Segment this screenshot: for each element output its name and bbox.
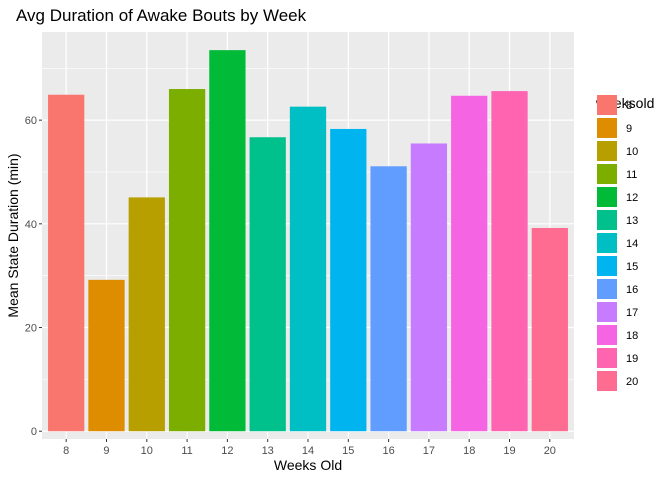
- bar-20: [531, 227, 568, 432]
- x-tick-label: 12: [221, 445, 233, 457]
- legend-label: 13: [626, 215, 638, 227]
- x-axis: 8 9 10 11 12 13 14 15 16 17 18 19 20: [63, 439, 556, 457]
- y-tick-label: 0: [31, 426, 37, 438]
- bar-14: [289, 106, 327, 432]
- bar-8: [48, 94, 85, 432]
- x-tick-label: 19: [503, 445, 515, 457]
- y-tick-label: 40: [25, 219, 37, 231]
- x-tick-label: 18: [463, 445, 475, 457]
- legend-label: 12: [626, 192, 638, 204]
- legend-key-19: [597, 348, 617, 368]
- legend-items: 8 9 10 11 12 13 14 15 16 17 18 19 20: [597, 95, 638, 391]
- legend-key-13: [597, 210, 617, 230]
- legend-label: 9: [626, 123, 632, 135]
- legend-label: 11: [626, 169, 637, 181]
- y-axis: 0 20 40 60: [25, 115, 42, 438]
- legend-label: 18: [626, 330, 638, 342]
- bar-13: [249, 137, 286, 432]
- legend-key-20: [597, 371, 617, 391]
- legend-key-18: [597, 325, 617, 345]
- bar-16: [370, 166, 407, 432]
- x-tick-label: 9: [103, 445, 109, 457]
- x-tick-label: 11: [181, 445, 192, 457]
- bar-10: [128, 197, 165, 432]
- x-tick-label: 10: [141, 445, 153, 457]
- bar-15: [330, 128, 367, 432]
- legend-key-10: [597, 141, 617, 161]
- legend-label: 16: [626, 284, 638, 296]
- y-tick-label: 60: [25, 115, 37, 127]
- x-tick-label: 8: [63, 445, 69, 457]
- bar-17: [410, 143, 448, 432]
- bar-19: [491, 91, 528, 432]
- x-tick-label: 20: [544, 445, 556, 457]
- y-tick-label: 20: [25, 323, 37, 335]
- legend-label: 19: [626, 353, 638, 365]
- x-tick-label: 16: [382, 445, 394, 457]
- bar-9: [88, 279, 125, 432]
- legend-label: 20: [626, 376, 638, 388]
- legend-key-11: [597, 164, 617, 184]
- legend-label: 14: [626, 238, 638, 250]
- legend-key-8: [597, 95, 617, 115]
- legend-key-9: [597, 118, 617, 138]
- bar-12: [209, 50, 246, 432]
- x-axis-title: Weeks Old: [274, 457, 342, 473]
- legend-label: 15: [626, 261, 638, 273]
- y-axis-title: Mean State Duration (min): [5, 153, 21, 317]
- bar-11: [168, 89, 206, 432]
- legend-label: 10: [626, 146, 638, 158]
- legend-key-14: [597, 233, 617, 253]
- legend-key-12: [597, 187, 617, 207]
- x-tick-label: 13: [262, 445, 274, 457]
- chart-title: Avg Duration of Awake Bouts by Week: [16, 6, 307, 25]
- legend-key-17: [597, 302, 617, 322]
- x-tick-label: 15: [342, 445, 354, 457]
- legend-label: 17: [626, 307, 638, 319]
- bar-18: [451, 95, 488, 432]
- legend-label: 8: [626, 100, 632, 112]
- bars: [48, 50, 568, 432]
- legend-key-16: [597, 279, 617, 299]
- x-tick-label: 14: [302, 445, 314, 457]
- legend-key-15: [597, 256, 617, 276]
- x-tick-label: 17: [423, 445, 435, 457]
